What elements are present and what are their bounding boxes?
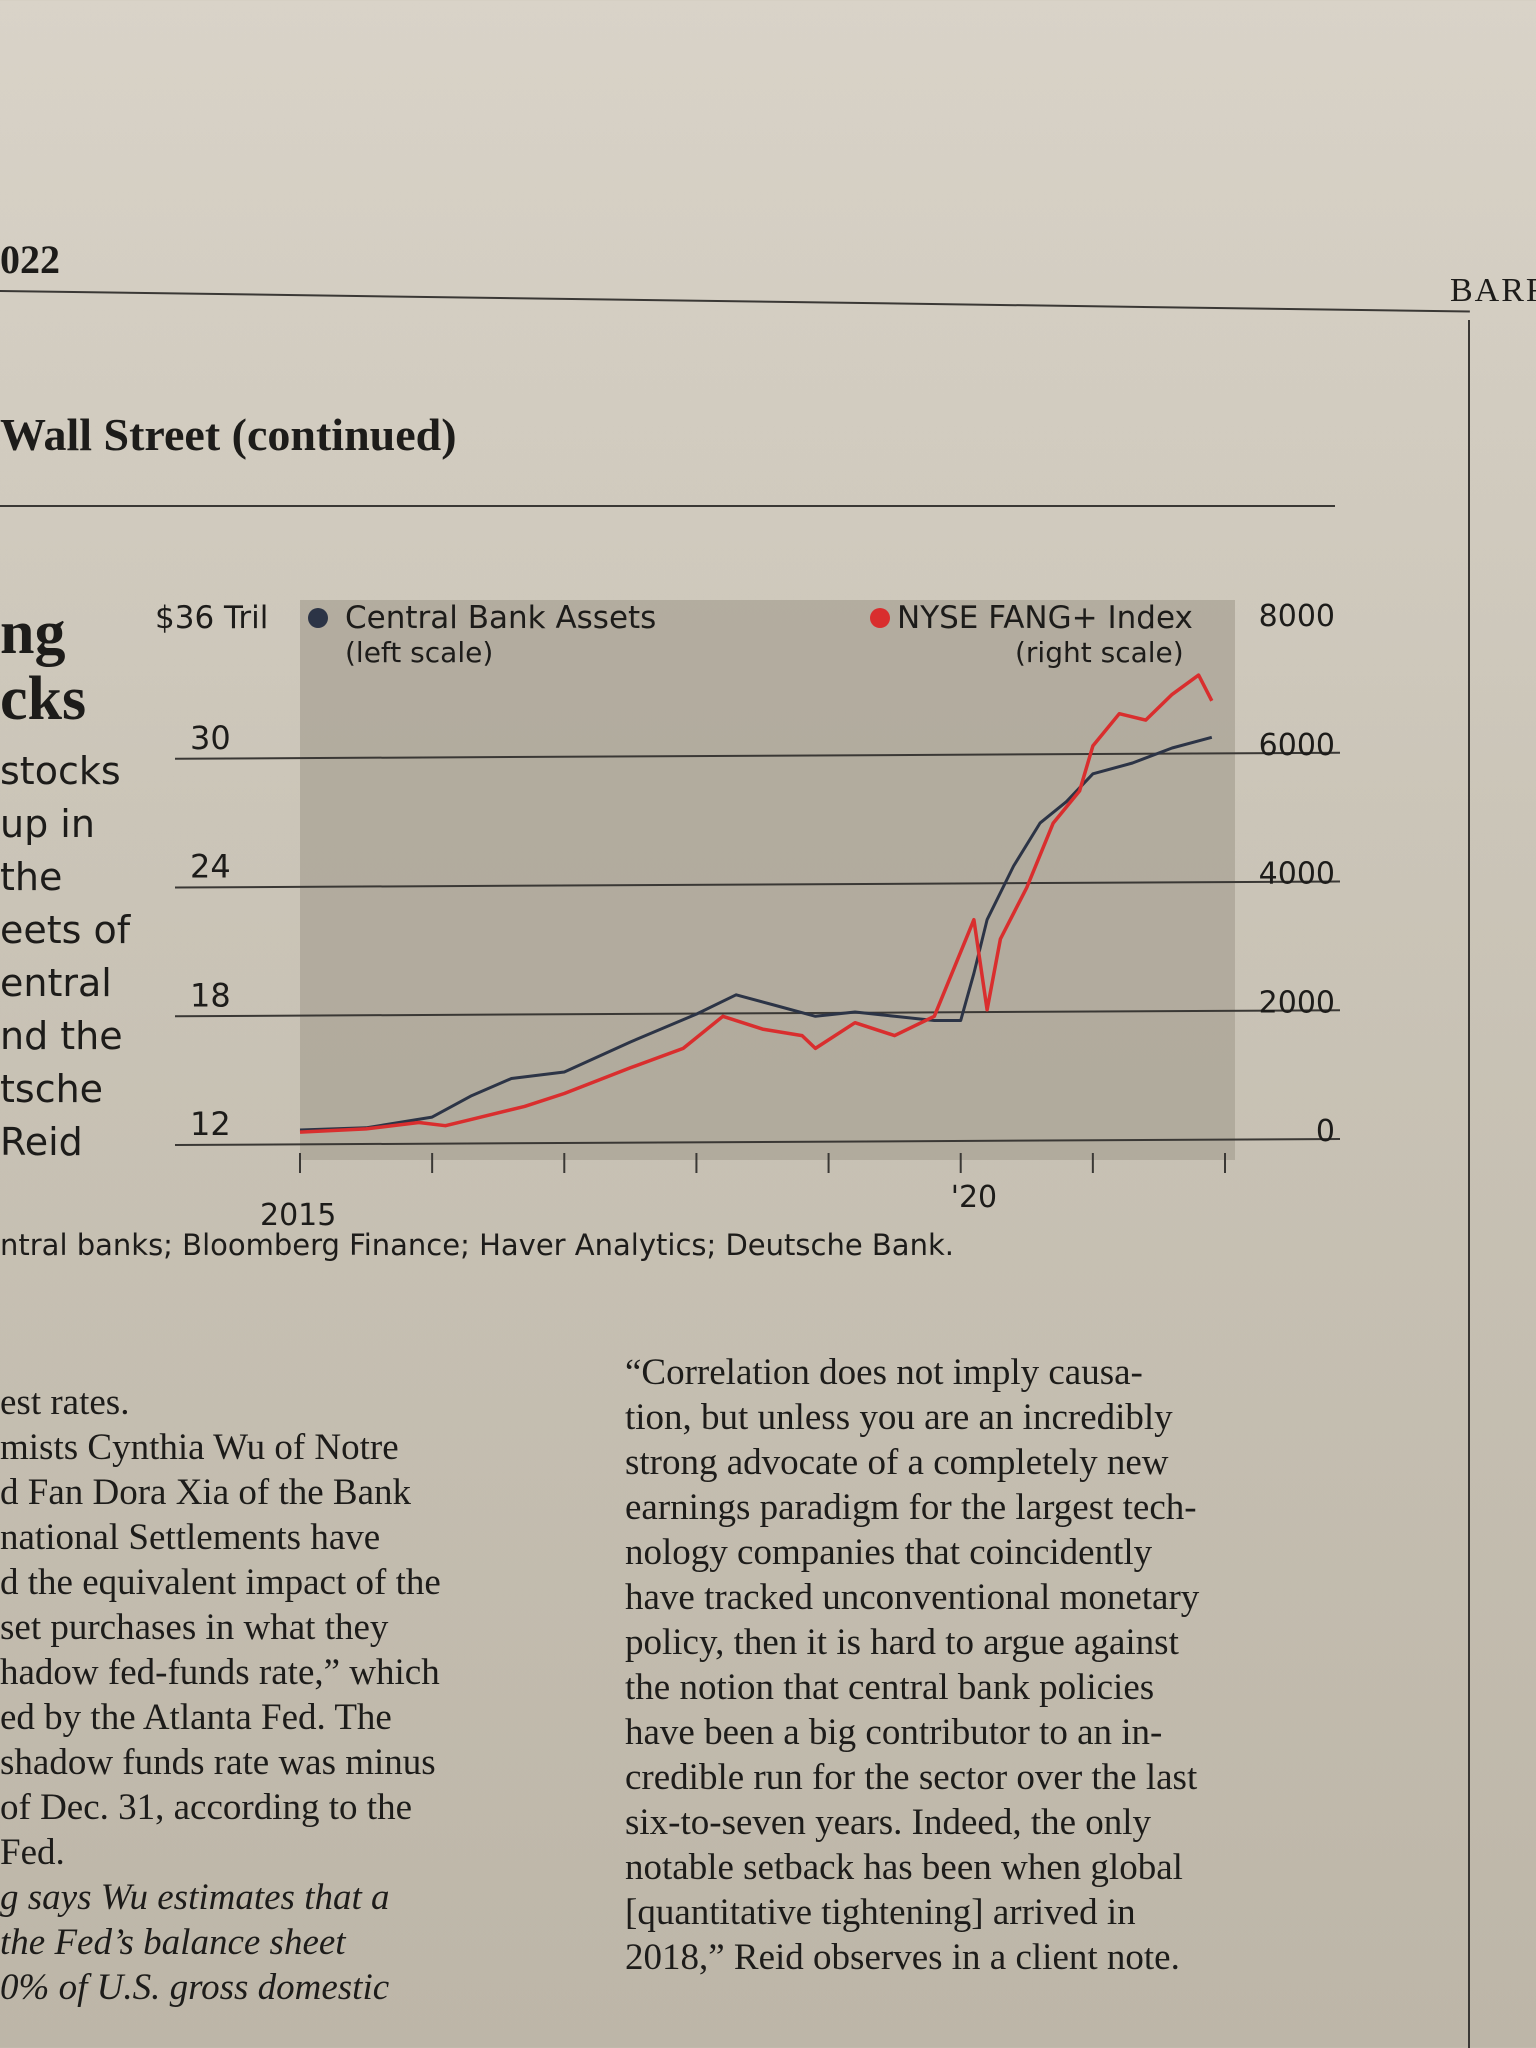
top-rule [0,290,1470,313]
article-column-left: est rates. mists Cynthia Wu of Notre d F… [0,1380,590,2010]
plot-area [300,600,1235,1160]
article-column-right: “Correlation does not imply causa- tion,… [625,1350,1345,1980]
article-line: earnings paradigm for the largest tech- [625,1487,1197,1528]
left-tick-label: 24 [190,848,231,886]
column-rule [1468,320,1470,2048]
chart: 30 24 18 12 8000 6000 4000 2000 0 2015 '20 $36 Tri… [155,599,1341,1230]
sidebar-text: stocks up in the eets of entral nd the t… [0,745,130,1169]
article-line: have tracked unconventional monetary [625,1577,1200,1618]
article-line: d the equivalent impact of the [0,1562,441,1603]
x-tick-label: 2015 [260,1198,336,1230]
publication-name: BARR [1450,272,1536,309]
gridline [174,751,1341,760]
legend-label-fang: NYSE FANG+ Index [897,600,1193,636]
sidebar-line: up in [0,802,95,846]
section-rule [0,505,1335,507]
left-tick-label: 30 [190,719,231,757]
article-line: [quantitative tightening] arrived in [625,1892,1136,1933]
series-lines [299,673,1214,1134]
sidebar-headline: ng cks [0,600,86,732]
sidebar-headline-line: ng [0,599,66,667]
legend-label-central-bank: Central Bank Assets [345,600,656,636]
sidebar-line: stocks [0,749,121,793]
sidebar-line: Reid [0,1120,83,1164]
sidebar-line: the [0,855,63,899]
article-line: six-to-seven years. Indeed, the only [625,1802,1152,1843]
article-line: est rates. [0,1382,130,1423]
legend-note-fang: (right scale) [1015,636,1184,669]
gridline [174,880,1341,889]
right-tick-label: 0 [1316,1114,1335,1149]
article-line: tion, but unless you are an incredibly [625,1397,1173,1438]
article-line: 2018,” Reid observes in a client note. [625,1937,1180,1978]
sidebar-line: tsche [0,1067,104,1111]
article-line: d Fan Dora Xia of the Bank [0,1472,412,1513]
sidebar-line: nd the [0,1014,123,1058]
article-line: credible run for the sector over the las… [625,1757,1198,1798]
article-line: have been a big contributor to an in- [625,1712,1163,1753]
article-line: strong advocate of a completely new [625,1442,1169,1483]
legend-note-central-bank: (left scale) [345,636,493,669]
right-tick-label: 6000 [1259,728,1335,763]
legend-marker-central-bank [308,608,328,628]
page-number: 022 [0,237,60,282]
left-tick-label: 12 [190,1105,231,1143]
legend-marker-fang [870,608,890,628]
article-line: shadow funds rate was minus [0,1742,436,1783]
gridlines [174,751,1341,1173]
article-line: nology companies that coincidently [625,1532,1153,1573]
article-line: hadow fed-funds rate,” which [0,1652,440,1693]
article-line: 0% of U.S. gross domestic [0,1967,390,2008]
x-tick-label: '20 [951,1180,997,1215]
right-tick-label: 4000 [1259,857,1335,892]
article-line: national Settlements have [0,1517,381,1558]
left-tick-label: 18 [190,976,231,1014]
legend: $36 Tril Central Bank Assets (left scale… [155,600,1193,669]
gridline [174,1138,1341,1146]
article-line: policy, then it is hard to argue against [625,1622,1179,1663]
left-axis-top-label: $36 Tril [155,600,268,636]
fang-index-line [299,673,1214,1134]
article-line: the Fed’s balance sheet [0,1922,346,1963]
right-tick-label: 8000 [1259,599,1335,634]
article-line: of Dec. 31, according to the [0,1787,412,1828]
article-line: mists Cynthia Wu of Notre [0,1427,399,1468]
article-line: notable setback has been when global [625,1847,1183,1888]
sidebar-line: eets of [0,908,131,952]
article-line: “Correlation does not imply causa- [625,1352,1143,1393]
article-line: g says Wu estimates that a [0,1877,390,1918]
section-title: Wall Street (continued) [0,409,457,460]
sidebar-headline-line: cks [0,665,87,733]
sidebar-line: entral [0,961,112,1005]
central-bank-assets-line [299,735,1213,1132]
article-line: set purchases in what they [0,1607,389,1648]
source-note: ntral banks; Bloomberg Finance; Haver An… [0,1228,954,1262]
gridline [174,1009,1341,1018]
right-tick-label: 2000 [1259,985,1335,1020]
tick-labels: 30 24 18 12 8000 6000 4000 2000 0 2015 '20 [190,599,1335,1230]
article-line: the notion that central bank policies [625,1667,1155,1708]
article-line: ed by the Atlanta Fed. The [0,1697,392,1738]
article-line: Fed. [0,1832,65,1873]
